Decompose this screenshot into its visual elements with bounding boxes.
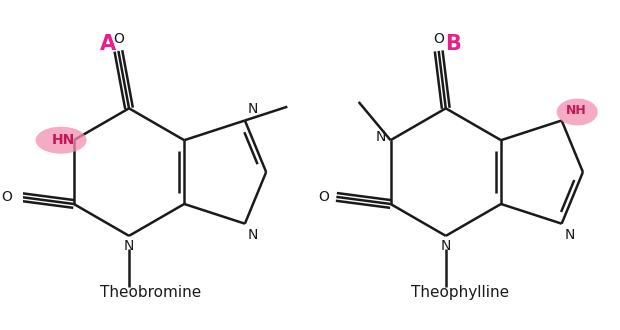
Ellipse shape <box>557 99 598 125</box>
Text: N: N <box>564 228 575 242</box>
Text: O: O <box>433 32 444 46</box>
Text: N: N <box>441 239 451 253</box>
Text: Theobromine: Theobromine <box>100 285 201 300</box>
Text: A: A <box>100 34 116 54</box>
Text: B: B <box>445 34 461 54</box>
Ellipse shape <box>35 127 87 154</box>
Text: N: N <box>124 239 134 253</box>
Text: NH: NH <box>565 104 586 117</box>
Text: O: O <box>113 32 124 46</box>
Text: N: N <box>248 228 258 242</box>
Text: O: O <box>319 190 329 204</box>
Text: O: O <box>2 190 12 204</box>
Text: HN: HN <box>51 133 75 147</box>
Text: N: N <box>376 130 386 144</box>
Text: N: N <box>248 102 258 116</box>
Text: Theophylline: Theophylline <box>411 285 509 300</box>
